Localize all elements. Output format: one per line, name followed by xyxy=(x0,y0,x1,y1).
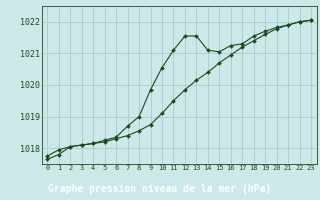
Text: Graphe pression niveau de la mer (hPa): Graphe pression niveau de la mer (hPa) xyxy=(48,184,272,194)
